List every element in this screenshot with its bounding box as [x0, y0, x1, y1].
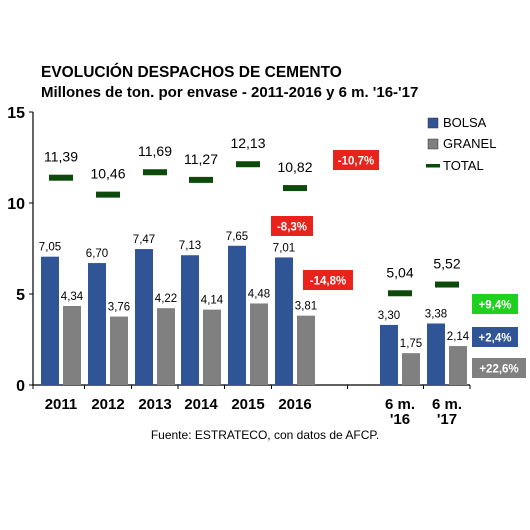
- total-value-label: 11,39: [44, 149, 78, 165]
- total-marker: [49, 174, 73, 181]
- y-tick-label: 0: [16, 378, 25, 395]
- x-tick-label: '16: [390, 411, 410, 428]
- bolsa-bar: [88, 263, 106, 385]
- total-value-label: 11,27: [184, 151, 218, 167]
- granel-value-label: 4,14: [201, 295, 224, 307]
- granel-bar: [110, 316, 128, 385]
- granel-value-label: 2,14: [447, 331, 470, 343]
- change-badge-label: -14,8%: [310, 276, 346, 288]
- granel-bar: [402, 353, 420, 385]
- bolsa-bar: [228, 245, 246, 385]
- bolsa-value-label: 7,05: [39, 242, 61, 254]
- x-tick-label: '17: [437, 411, 457, 428]
- change-badge-label: -8,3%: [277, 222, 307, 234]
- x-tick-label: 2013: [138, 396, 171, 413]
- source-note: Fuente: ESTRATECO, con datos de AFCP.: [150, 428, 380, 442]
- granel-bar: [250, 303, 268, 385]
- legend-swatch-granel: [427, 138, 439, 150]
- total-marker: [96, 191, 120, 198]
- bolsa-value-label: 7,13: [179, 240, 201, 252]
- bolsa-bar: [275, 257, 293, 385]
- change-badge: [472, 294, 518, 314]
- change-badge: [472, 327, 518, 347]
- y-tick-label: 5: [16, 287, 25, 304]
- granel-value-label: 3,81: [295, 301, 317, 313]
- x-tick-label: 2011: [45, 396, 78, 413]
- x-tick-label: 6 m.: [432, 396, 462, 413]
- change-badge-label: +9,4%: [479, 300, 512, 312]
- total-value-label: 10,82: [277, 159, 312, 175]
- total-value-label: 11,69: [138, 143, 172, 159]
- granel-value-label: 3,76: [108, 302, 130, 314]
- bolsa-value-label: 7,01: [273, 242, 295, 254]
- x-tick-label: 2016: [278, 396, 311, 413]
- total-value-label: 12,13: [230, 135, 265, 151]
- change-badge: [303, 270, 353, 290]
- total-marker: [236, 161, 260, 168]
- bolsa-bar: [41, 256, 59, 385]
- granel-bar: [449, 346, 467, 385]
- chart-title: EVOLUCIÓN DESPACHOS DE CEMENTO: [41, 64, 342, 81]
- change-badge-label: -10,7%: [338, 156, 374, 168]
- total-marker: [435, 281, 459, 288]
- total-marker: [189, 176, 213, 183]
- total-marker: [143, 169, 167, 176]
- granel-bar: [297, 315, 315, 385]
- total-marker: [283, 185, 307, 192]
- bolsa-bar: [427, 323, 445, 385]
- total-marker: [388, 290, 412, 297]
- granel-bar: [63, 306, 81, 385]
- total-value-label: 5,52: [433, 256, 460, 272]
- x-tick-label: 6 m.: [385, 396, 415, 413]
- bolsa-value-label: 6,70: [86, 248, 108, 260]
- bolsa-value-label: 7,47: [133, 234, 155, 246]
- bolsa-bar: [135, 249, 153, 385]
- granel-value-label: 4,48: [248, 288, 270, 300]
- x-tick-label: 2012: [91, 396, 124, 413]
- legend-label-total: TOTAL: [443, 158, 484, 173]
- granel-bar: [203, 309, 221, 385]
- change-badge: [271, 216, 313, 236]
- bolsa-bar: [181, 255, 199, 385]
- granel-value-label: 1,75: [400, 338, 422, 350]
- bolsa-value-label: 3,30: [378, 310, 400, 322]
- legend-label-bolsa: BOLSA: [443, 115, 487, 130]
- granel-value-label: 4,22: [155, 293, 177, 305]
- bolsa-bar: [380, 324, 398, 385]
- change-badge-label: +22,6%: [479, 364, 518, 376]
- bolsa-value-label: 3,38: [425, 308, 447, 320]
- granel-bar: [157, 308, 175, 385]
- legend-label-granel: GRANEL: [443, 136, 496, 151]
- x-tick-label: 2014: [184, 396, 218, 413]
- bolsa-value-label: 7,65: [226, 231, 248, 243]
- total-value-label: 10,46: [90, 166, 125, 182]
- change-badge: [333, 150, 379, 170]
- y-tick-label: 15: [7, 105, 25, 122]
- granel-value-label: 4,34: [61, 291, 84, 303]
- x-tick-label: 2015: [231, 396, 264, 413]
- legend-swatch-bolsa: [427, 117, 439, 129]
- change-badge: [472, 358, 526, 378]
- total-value-label: 5,04: [386, 264, 413, 280]
- chart-subtitle: Millones de ton. por envase - 2011-2016 …: [41, 84, 419, 101]
- y-tick-label: 10: [7, 196, 25, 213]
- legend-swatch-total: [426, 164, 440, 168]
- change-badge-label: +2,4%: [479, 333, 512, 345]
